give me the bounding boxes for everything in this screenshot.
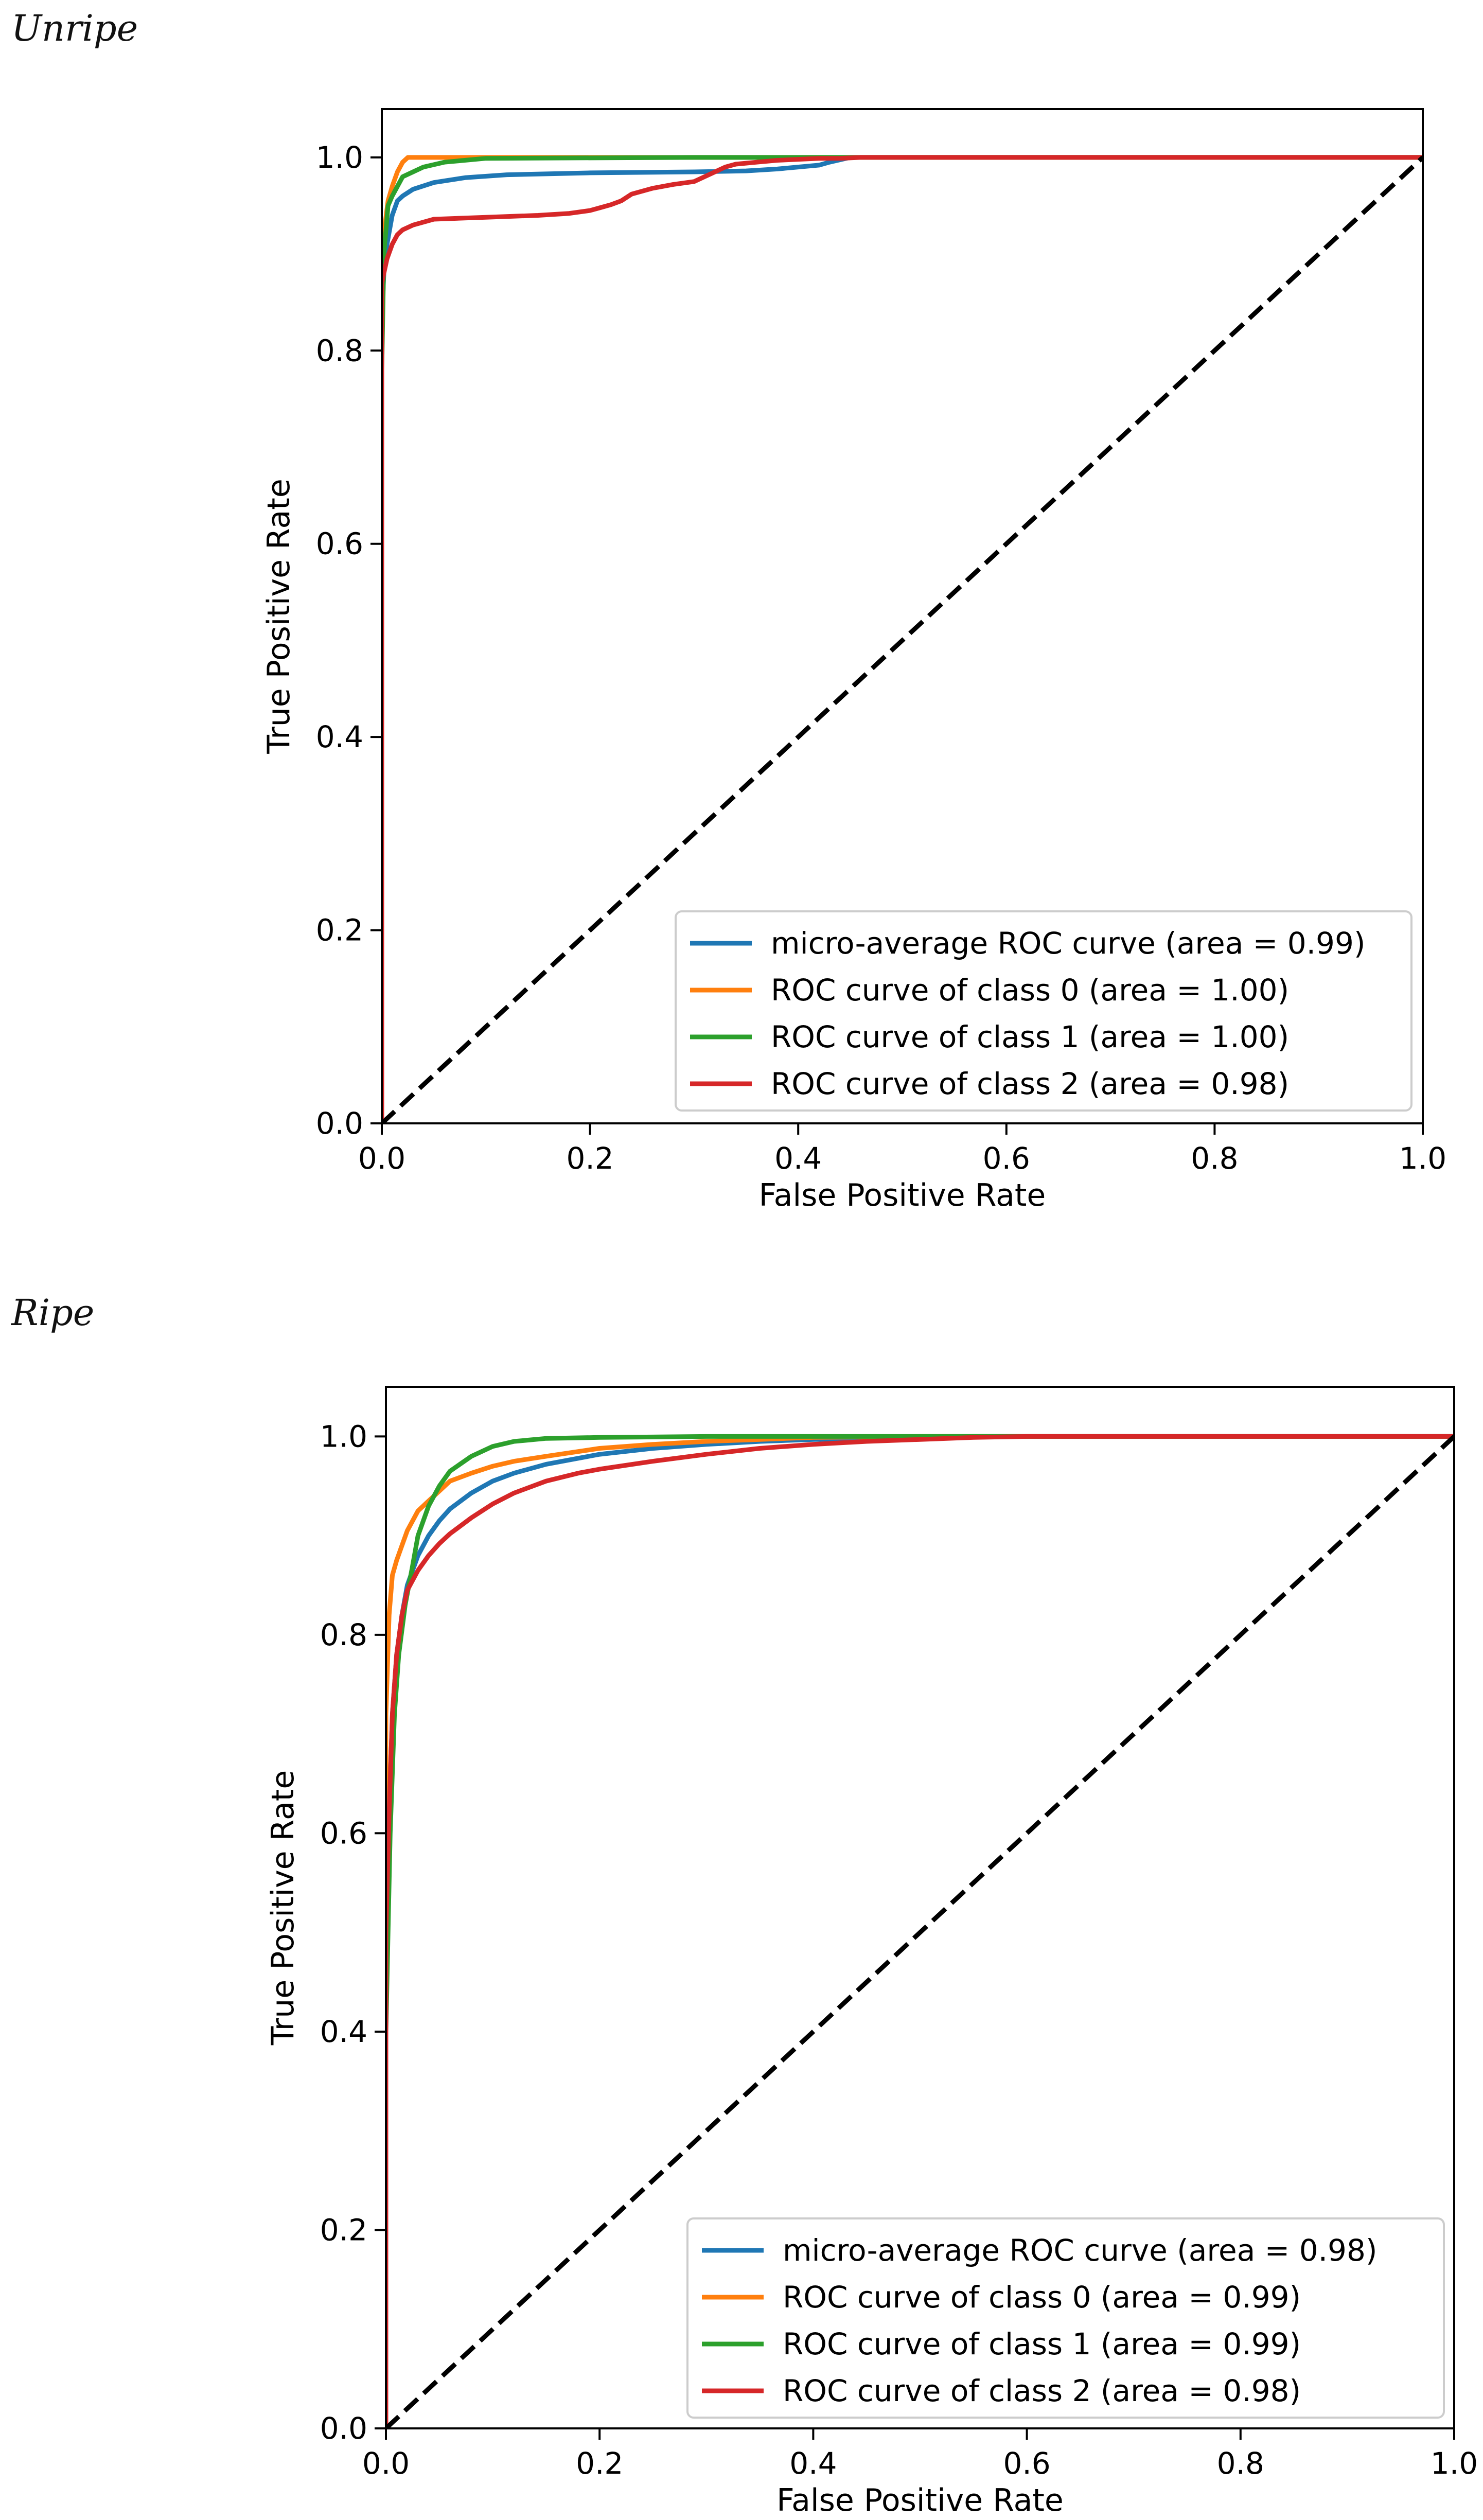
y-tick-label: 0.4 [316, 719, 363, 754]
x-axis-label: False Positive Rate [776, 2482, 1064, 2518]
y-tick-label: 0.0 [316, 1106, 363, 1141]
x-tick-label: 0.0 [358, 1141, 405, 1176]
series-line-1 [386, 1434, 1454, 2428]
panel-heading-unripe: Unripe [11, 7, 138, 49]
y-tick-label: 0.4 [320, 2014, 367, 2049]
series-line-3 [382, 155, 1423, 1123]
y-tick-label: 1.0 [316, 140, 363, 175]
y-tick-label: 0.8 [316, 333, 363, 368]
y-axis-label: True Positive Rate [265, 1770, 301, 2046]
plot-frame [381, 108, 1424, 1124]
legend-entry-label: ROC curve of class 0 (area = 0.99) [783, 2280, 1301, 2315]
y-tick-label: 0.6 [316, 526, 363, 561]
series-line-2 [382, 155, 1423, 1123]
series-line-0 [382, 155, 1423, 1123]
x-axis-label: False Positive Rate [759, 1177, 1046, 1213]
legend: micro-average ROC curve (area = 0.99) ROC… [675, 910, 1413, 1112]
x-tick-label: 1.0 [1431, 2446, 1478, 2481]
legend-entry-label: ROC curve of class 0 (area = 1.00) [771, 973, 1289, 1008]
x-tick-label: 0.4 [789, 2446, 837, 2481]
legend-entry-label: micro-average ROC curve (area = 0.98) [783, 2233, 1377, 2268]
legend-entry-label: ROC curve of class 2 (area = 0.98) [771, 1066, 1289, 1101]
x-tick-label: 1.0 [1399, 1141, 1446, 1176]
y-tick-label: 0.6 [320, 1816, 367, 1851]
y-tick-label: 0.0 [320, 2411, 367, 2446]
x-tick-label: 0.8 [1191, 1141, 1238, 1176]
x-tick-label: 0.8 [1217, 2446, 1264, 2481]
legend-entry-label: ROC curve of class 1 (area = 1.00) [771, 1019, 1289, 1054]
y-tick-label: 0.2 [316, 913, 363, 948]
x-tick-label: 0.4 [774, 1141, 822, 1176]
x-tick-label: 0.2 [566, 1141, 613, 1176]
x-tick-label: 0.0 [362, 2446, 410, 2481]
legend-entry-label: micro-average ROC curve (area = 0.99) [771, 926, 1365, 961]
y-tick-label: 1.0 [320, 1419, 367, 1454]
legend: micro-average ROC curve (area = 0.98) ROC… [686, 2217, 1445, 2419]
y-tick-label: 0.8 [320, 1617, 367, 1652]
series-line-3 [386, 1434, 1454, 2428]
y-axis-label: True Positive Rate [261, 479, 297, 754]
panel-heading-ripe: Ripe [11, 1292, 95, 1334]
roc-chart-unripe: 0.0 0.2 0.4 0.6 0.8 1.0 0.0 0.2 0.4 0.6 0.8 1.0 Fals… [261, 108, 1446, 1213]
plot-frame [385, 1386, 1455, 2429]
legend-entry-label: ROC curve of class 2 (area = 0.98) [783, 2373, 1301, 2408]
roc-chart-ripe: 0.0 0.2 0.4 0.6 0.8 1.0 0.0 0.2 0.4 0.6 0.8 1.0 Fals… [265, 1386, 1478, 2518]
legend-entry-label: ROC curve of class 1 (area = 0.99) [783, 2327, 1301, 2362]
y-tick-label: 0.2 [320, 2212, 367, 2247]
x-tick-label: 0.2 [576, 2446, 623, 2481]
x-tick-label: 0.6 [983, 1141, 1030, 1176]
chance-diagonal-line [386, 1435, 1454, 2428]
x-tick-label: 0.6 [1003, 2446, 1050, 2481]
chance-diagonal-line [382, 155, 1423, 1123]
